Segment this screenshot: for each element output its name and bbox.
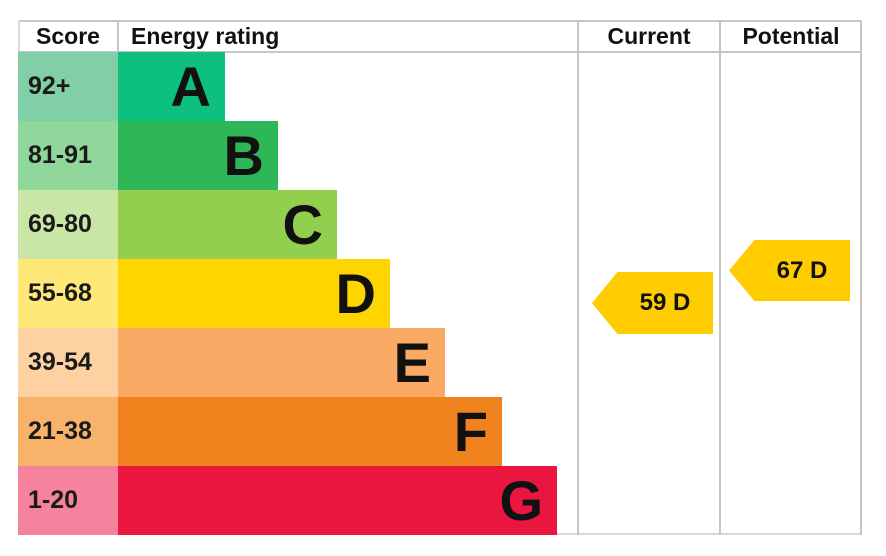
table-right-border [860,20,862,535]
score-cell-f: 21-38 [18,397,118,466]
table-top-border [18,20,862,22]
score-header-divider [117,20,119,53]
rating-letter-a: A [170,54,211,118]
current-rating-arrow: 59 D [592,272,713,334]
score-cell-a: 92+ [18,52,118,121]
rating-bar-c: C [118,190,337,259]
score-cell-g: 1-20 [18,466,118,535]
rating-bar-a: A [118,52,225,121]
rating-bar-b: B [118,121,278,190]
rating-bar-d: D [118,259,390,328]
rating-letter-d: D [335,261,376,325]
current-column-header: Current [607,23,691,49]
rating-bar-g: G [118,466,557,535]
score-column-header: Score [36,23,100,49]
score-cell-c: 69-80 [18,190,118,259]
rating-letter-e: E [393,330,431,394]
rating-bar-e: E [118,328,445,397]
potential-column-header: Potential [742,23,840,49]
rating-bar-f: F [118,397,502,466]
score-cell-e: 39-54 [18,328,118,397]
potential-rating-label: 67 D [776,256,828,284]
current-rating-label: 59 D [639,289,691,316]
score-cell-b: 81-91 [18,121,118,190]
header-underline [18,51,862,53]
potential-column-divider [719,20,721,535]
score-cell-d: 55-68 [18,259,118,328]
potential-rating-arrow: 67 D [729,240,850,301]
rating-letter-c: C [282,192,323,256]
current-column-divider [577,20,579,535]
rating-letter-f: F [453,399,488,463]
rating-letter-b: B [223,123,264,187]
energy-rating-column-header: Energy rating [131,23,280,49]
rating-letter-g: G [499,468,543,532]
